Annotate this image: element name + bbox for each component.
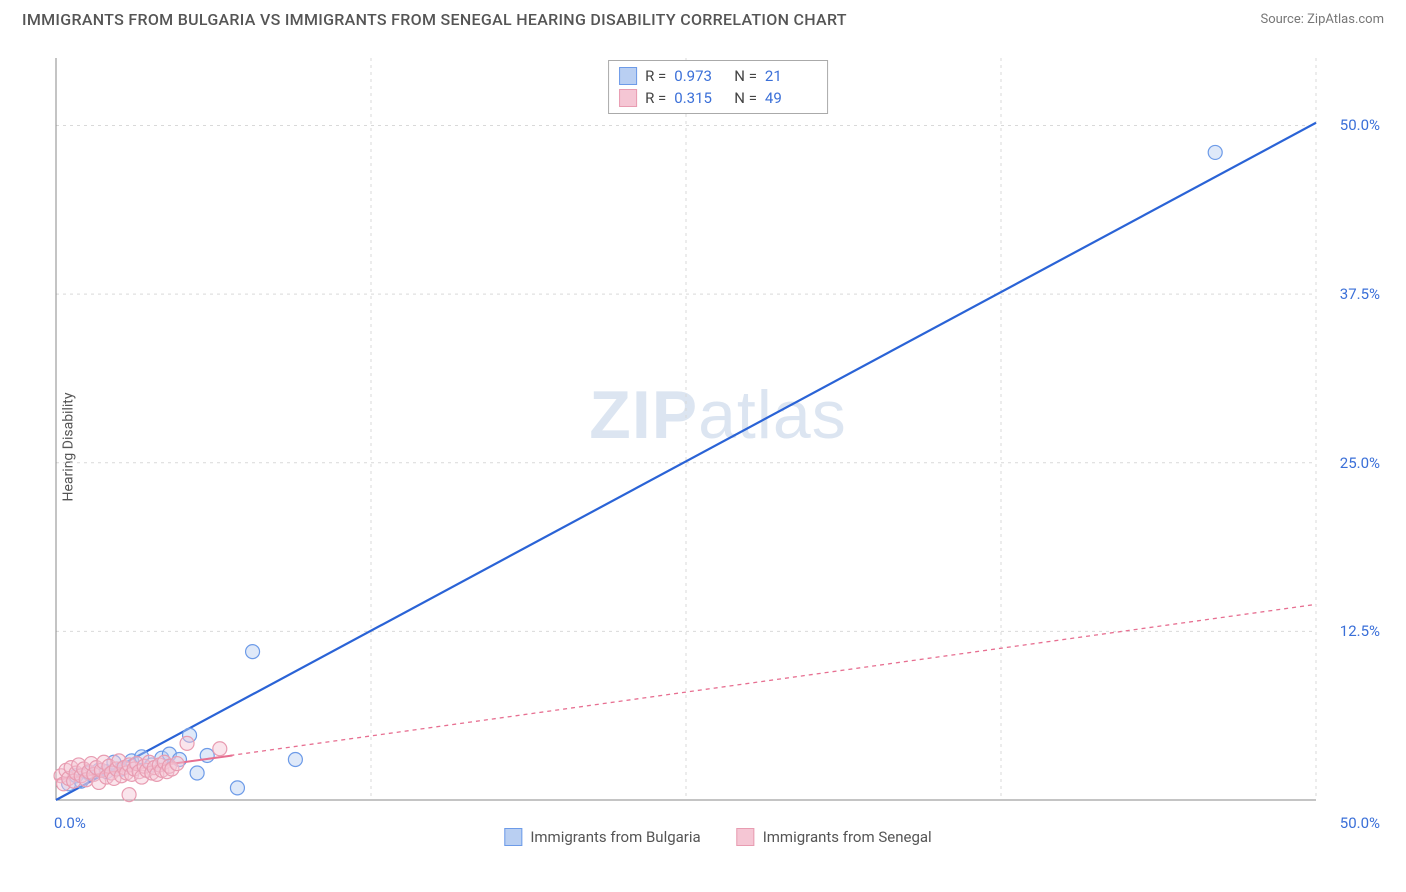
legend-label-2: Immigrants from Senegal [763, 828, 932, 846]
r-value-2: 0.315 [674, 87, 726, 109]
chart-title: IMMIGRANTS FROM BULGARIA VS IMMIGRANTS F… [22, 10, 847, 29]
y-tick: 50.0% [1340, 116, 1380, 134]
n-value-2: 49 [765, 87, 817, 109]
y-tick: 25.0% [1340, 454, 1380, 472]
r-value-1: 0.973 [674, 65, 726, 87]
x-tick-origin: 0.0% [54, 814, 86, 832]
x-tick-max: 50.0% [1340, 814, 1380, 832]
swatch-series-1-icon [504, 828, 522, 846]
legend-item-2: Immigrants from Senegal [737, 828, 932, 846]
swatch-series-2-icon [737, 828, 755, 846]
legend-label-1: Immigrants from Bulgaria [530, 828, 700, 846]
correlation-legend: R = 0.973 N = 21 R = 0.315 N = 49 [608, 60, 828, 114]
series-legend: Immigrants from Bulgaria Immigrants from… [504, 828, 931, 846]
scatter-plot [50, 52, 1386, 842]
swatch-series-2 [619, 89, 637, 107]
swatch-series-1 [619, 67, 637, 85]
legend-item-1: Immigrants from Bulgaria [504, 828, 700, 846]
correlation-row-1: R = 0.973 N = 21 [619, 65, 817, 87]
source-label: Source: ZipAtlas.com [1260, 12, 1384, 27]
y-tick: 37.5% [1340, 285, 1380, 303]
y-tick: 12.5% [1340, 622, 1380, 640]
n-value-1: 21 [765, 65, 817, 87]
correlation-row-2: R = 0.315 N = 49 [619, 87, 817, 109]
chart-area: Hearing Disability ZIPatlas R = 0.973 N … [50, 52, 1386, 842]
